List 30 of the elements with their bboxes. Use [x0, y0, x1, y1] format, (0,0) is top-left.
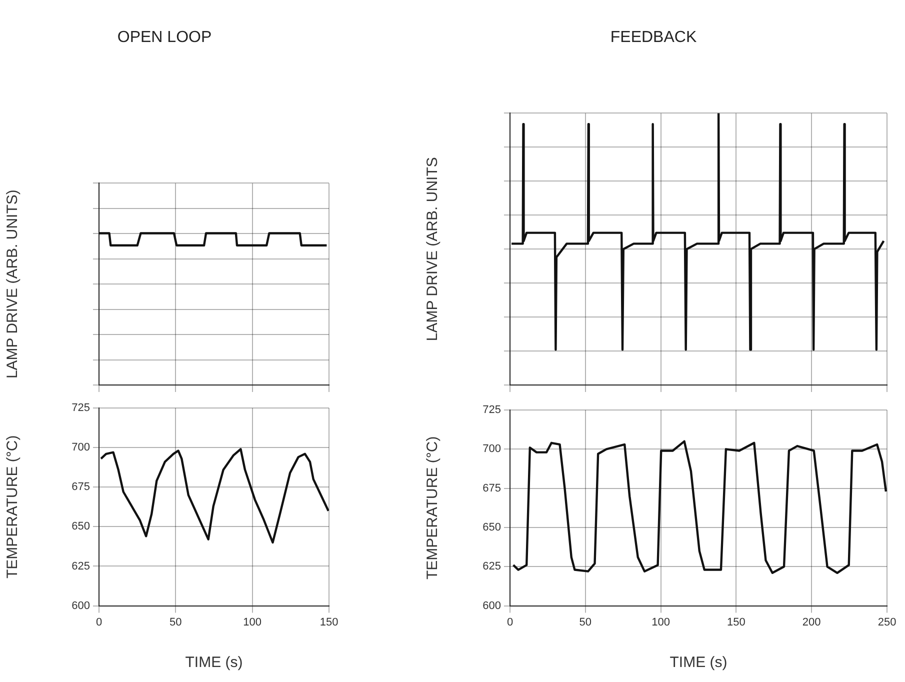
- y-tick-label: 675: [72, 481, 90, 494]
- y-axis-title: LAMP DRIVE (ARB. UNITS): [4, 190, 22, 379]
- y-tick-label: 725: [482, 404, 501, 416]
- chart-title: OPEN LOOP: [117, 29, 212, 46]
- chart-title: FEEDBACK: [610, 29, 697, 46]
- y-tick-label: 650: [72, 520, 90, 533]
- x-tick-label: 250: [878, 616, 896, 628]
- x-tick-label: 0: [506, 616, 514, 628]
- y-tick-label: 625: [72, 560, 90, 572]
- x-tick-label: 50: [170, 616, 182, 628]
- x-tick-label: 100: [243, 616, 262, 628]
- x-tick-label: 50: [579, 616, 592, 628]
- x-axis-title: TIME (s): [670, 654, 728, 672]
- y-tick-label: 725: [72, 402, 90, 414]
- y-axis-title: TEMPERATURE (°C): [4, 435, 22, 579]
- x-tick-label: 200: [802, 616, 821, 628]
- y-tick-label: 675: [482, 482, 501, 494]
- y-tick-label: 600: [482, 600, 501, 612]
- x-axis-title: TIME (s): [185, 654, 243, 672]
- x-tick-label: 100: [652, 616, 670, 628]
- x-tick-label: 0: [96, 616, 102, 628]
- y-tick-label: 600: [72, 600, 90, 612]
- x-tick-label: 150: [320, 616, 338, 628]
- y-tick-label: 625: [482, 560, 501, 573]
- y-tick-label: 650: [482, 522, 501, 534]
- y-axis-title: TEMPERATURE (°C): [424, 436, 442, 580]
- y-axis-title: LAMP DRIVE (ARB. UNITS: [424, 157, 442, 342]
- x-tick-label: 150: [727, 616, 746, 628]
- y-tick-label: 700: [72, 442, 90, 454]
- y-tick-label: 700: [482, 443, 501, 456]
